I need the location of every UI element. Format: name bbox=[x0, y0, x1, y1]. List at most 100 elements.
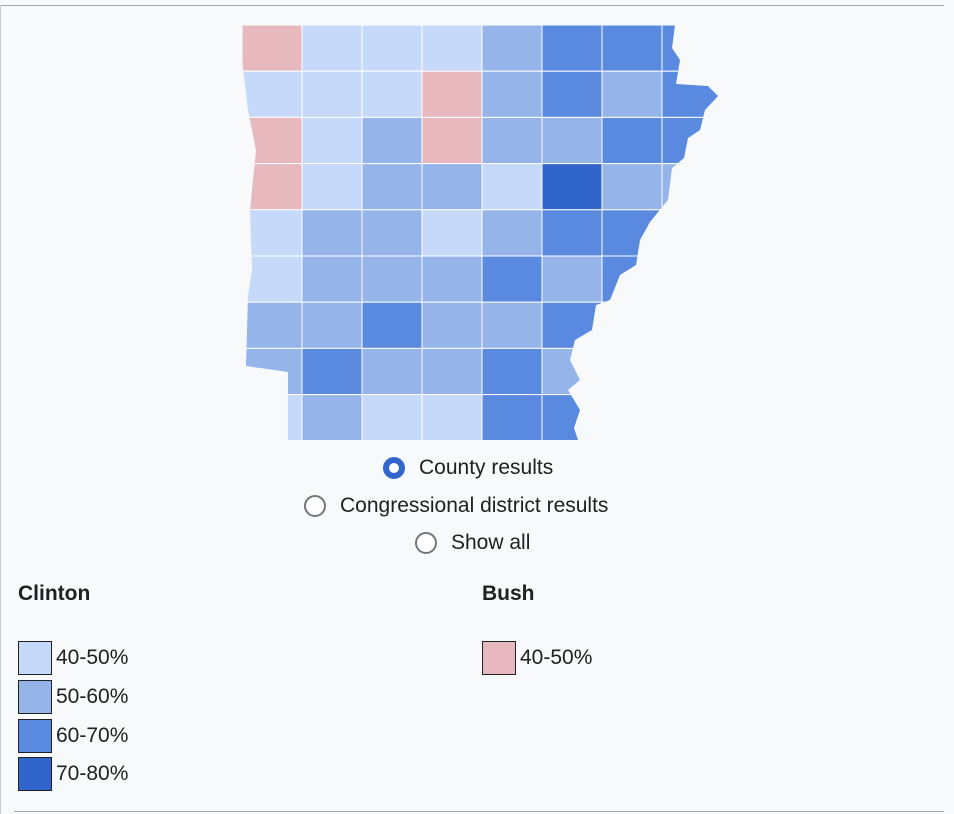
legend-title: Clinton bbox=[18, 582, 91, 605]
county bbox=[601, 255, 663, 303]
county bbox=[661, 209, 718, 257]
county bbox=[601, 347, 663, 396]
legend-label: 70-80% bbox=[56, 762, 129, 785]
swatch bbox=[18, 757, 52, 791]
county bbox=[481, 347, 543, 396]
radio-all[interactable]: Show all bbox=[415, 530, 530, 556]
county bbox=[541, 255, 603, 303]
legend-title: Bush bbox=[482, 582, 535, 605]
county bbox=[242, 255, 303, 303]
county bbox=[301, 70, 363, 118]
county bbox=[481, 163, 543, 211]
county bbox=[421, 163, 483, 211]
county bbox=[661, 25, 718, 72]
county bbox=[242, 347, 303, 396]
swatch bbox=[18, 641, 52, 675]
county bbox=[661, 394, 718, 440]
county bbox=[361, 347, 423, 396]
county bbox=[421, 255, 483, 303]
legend-item: 40-50% bbox=[482, 641, 592, 675]
radio-button[interactable] bbox=[304, 495, 326, 517]
county bbox=[481, 209, 543, 257]
county bbox=[361, 255, 423, 303]
county bbox=[421, 394, 483, 440]
county bbox=[301, 255, 363, 303]
legend-label: 40-50% bbox=[520, 646, 593, 669]
radio-button[interactable] bbox=[415, 532, 437, 554]
county bbox=[421, 116, 483, 165]
county bbox=[242, 163, 303, 211]
county bbox=[481, 255, 543, 303]
county bbox=[541, 70, 603, 118]
counties bbox=[242, 25, 718, 440]
legend-item: 40-50% bbox=[18, 641, 128, 675]
radio-district[interactable]: Congressional district results bbox=[304, 493, 608, 519]
county bbox=[361, 209, 423, 257]
county bbox=[601, 70, 663, 118]
county bbox=[421, 209, 483, 257]
county bbox=[661, 255, 718, 303]
county bbox=[242, 25, 303, 72]
option-label[interactable]: County results bbox=[419, 456, 554, 479]
county bbox=[661, 70, 718, 118]
county bbox=[541, 394, 603, 440]
county bbox=[361, 70, 423, 118]
county bbox=[601, 209, 663, 257]
county bbox=[661, 116, 718, 165]
option-label[interactable]: Congressional district results bbox=[340, 494, 609, 517]
swatch bbox=[18, 680, 52, 714]
legend-item: 60-70% bbox=[18, 719, 128, 753]
radio-button[interactable] bbox=[383, 457, 405, 479]
county bbox=[481, 301, 543, 349]
legend-item: 50-60% bbox=[18, 680, 128, 714]
county bbox=[541, 25, 603, 72]
county bbox=[661, 347, 718, 396]
county bbox=[601, 301, 663, 349]
county-map bbox=[242, 25, 718, 440]
county bbox=[301, 394, 363, 440]
county bbox=[242, 209, 303, 257]
county bbox=[541, 209, 603, 257]
county bbox=[301, 163, 363, 211]
border bbox=[0, 5, 944, 6]
county bbox=[421, 347, 483, 396]
legend-label: 60-70% bbox=[56, 724, 129, 747]
radio-county[interactable]: County results bbox=[383, 455, 553, 481]
border bbox=[14, 811, 944, 812]
county bbox=[601, 116, 663, 165]
county bbox=[361, 301, 423, 349]
county bbox=[421, 301, 483, 349]
county bbox=[481, 70, 543, 118]
county bbox=[242, 394, 303, 440]
county bbox=[361, 25, 423, 72]
county bbox=[661, 163, 718, 211]
county bbox=[481, 116, 543, 165]
county bbox=[601, 163, 663, 211]
county bbox=[242, 70, 303, 118]
county bbox=[661, 301, 718, 349]
option-label[interactable]: Show all bbox=[451, 531, 531, 554]
county bbox=[421, 25, 483, 72]
county bbox=[242, 301, 303, 349]
legend-label: 50-60% bbox=[56, 685, 129, 708]
county bbox=[541, 163, 603, 211]
legend-label: 40-50% bbox=[56, 646, 129, 669]
swatch bbox=[482, 641, 516, 675]
county bbox=[301, 347, 363, 396]
county bbox=[361, 394, 423, 440]
county bbox=[301, 301, 363, 349]
county bbox=[541, 347, 603, 396]
border bbox=[0, 5, 1, 814]
county bbox=[301, 116, 363, 165]
county bbox=[361, 163, 423, 211]
county bbox=[481, 394, 543, 440]
county bbox=[481, 25, 543, 72]
county bbox=[421, 70, 483, 118]
county bbox=[601, 394, 663, 440]
county bbox=[301, 25, 363, 72]
county bbox=[361, 116, 423, 165]
county bbox=[601, 25, 663, 72]
county bbox=[541, 116, 603, 165]
county bbox=[541, 301, 603, 349]
